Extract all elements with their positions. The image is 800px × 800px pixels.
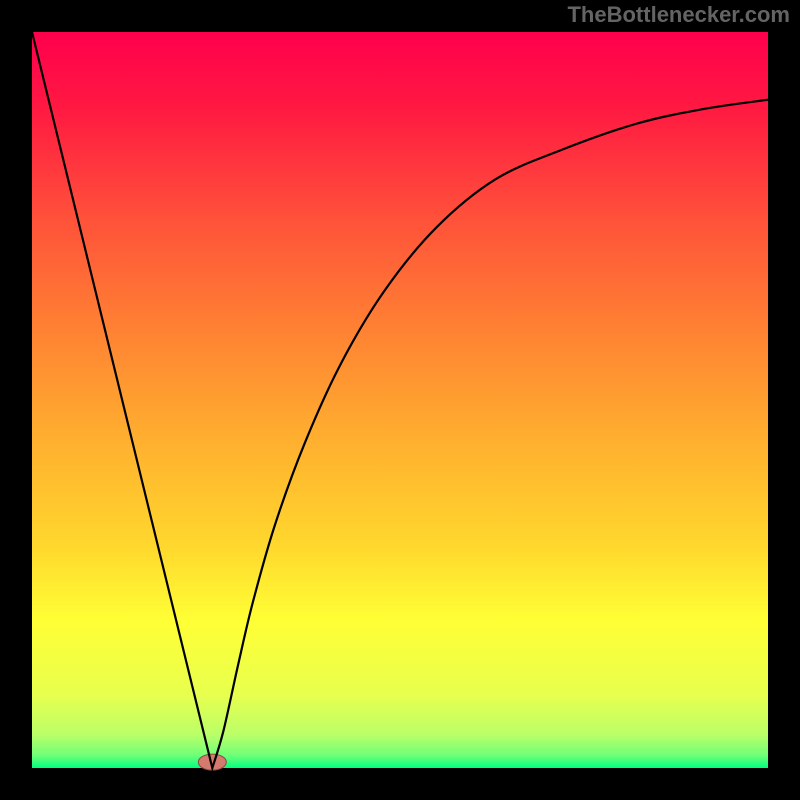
watermark-link[interactable]: TheBottlenecker.com [567, 2, 790, 28]
chart-container: TheBottlenecker.com [0, 0, 800, 800]
bottleneck-chart [0, 0, 800, 800]
plot-background [32, 32, 768, 768]
